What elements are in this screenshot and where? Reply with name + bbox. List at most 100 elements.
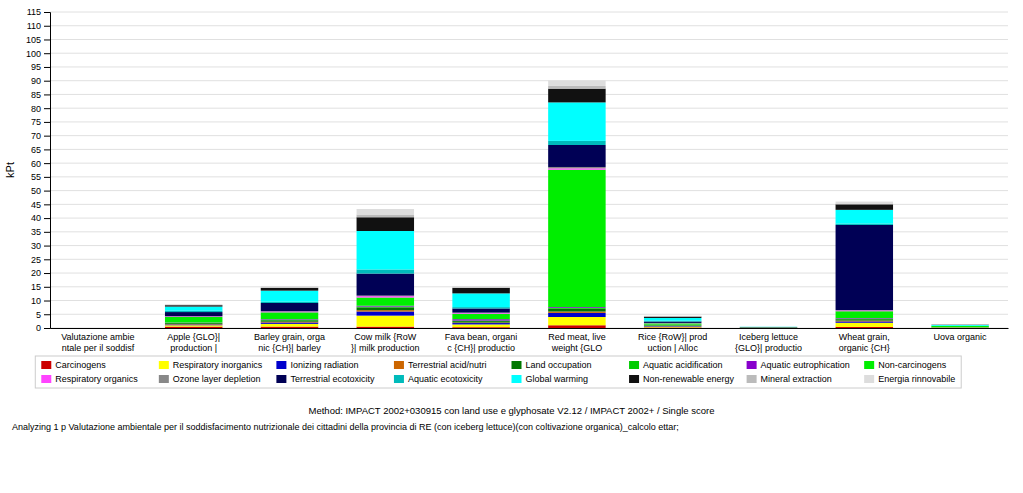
tick: 50 — [31, 186, 50, 196]
legend-item: Non-renewable energy — [629, 374, 735, 384]
bar-segment — [644, 323, 701, 324]
bar-segment — [452, 324, 509, 327]
bar-segment — [69, 328, 126, 329]
tick: Valutazione ambientale per il soddisf — [61, 328, 134, 353]
legend-swatch — [512, 375, 522, 383]
bar-segment — [165, 327, 222, 328]
bar-segment — [836, 319, 893, 320]
tick-label: 10 — [31, 296, 41, 306]
tick: Wheat grain,organic {CH} — [839, 328, 890, 353]
bar-segment — [165, 305, 222, 306]
tick-label: 45 — [31, 200, 41, 210]
series — [165, 170, 989, 328]
plot: 0510152025303540455055606570758085909510… — [26, 7, 1009, 352]
legend-label: Mineral extraction — [761, 374, 832, 384]
bar-segment — [69, 328, 126, 329]
bar-segment — [740, 327, 797, 328]
annotation: Analyzing 1 p Valutazione ambientale per… — [12, 422, 679, 432]
bar-segment — [165, 325, 222, 326]
tick-mark — [44, 122, 50, 123]
legend-label: Non-carcinogens — [878, 360, 947, 370]
bar-segment — [740, 326, 797, 327]
legend-frame — [35, 356, 961, 388]
bar-segment — [740, 327, 797, 328]
series — [165, 86, 893, 317]
bar-segment — [548, 168, 605, 169]
legend-swatch — [41, 375, 51, 383]
tick: 25 — [31, 255, 50, 265]
grid-line — [50, 94, 1008, 95]
tick: 35 — [31, 227, 50, 237]
y-axis: 0510152025303540455055606570758085909510… — [26, 7, 51, 333]
tick: 30 — [31, 241, 50, 251]
bar-segment — [452, 323, 509, 324]
bar-segment — [740, 327, 797, 328]
legend-item: Land occupation — [512, 360, 592, 370]
legend-label: Carcinogens — [55, 360, 106, 370]
series — [165, 145, 893, 327]
legend-swatch — [394, 375, 404, 383]
series — [165, 312, 989, 328]
x-axis: Valutazione ambientale per il soddisfApp… — [51, 328, 1009, 353]
legend-label: Energia rinnovabile — [878, 374, 955, 384]
tick-label: 30 — [31, 241, 41, 251]
bar-segment — [931, 327, 988, 328]
bar-segment — [548, 317, 605, 325]
axis-title: kPt — [4, 162, 16, 178]
tick-label: 95 — [31, 62, 41, 72]
bar-segment — [644, 315, 701, 317]
bar-segment — [548, 170, 605, 307]
legend-item: Terrestrial ecotoxicity — [276, 374, 375, 384]
bar-segment — [165, 312, 222, 316]
legend-label: Non-renewable energy — [643, 374, 735, 384]
tick-label: Wheat grain,organic {CH} — [839, 332, 890, 352]
bar-segment — [931, 325, 988, 326]
grid — [50, 12, 1008, 328]
bar-segment — [357, 209, 414, 214]
tick: 5 — [36, 310, 50, 320]
bar-segment — [836, 323, 893, 327]
tick: 65 — [31, 145, 50, 155]
bar-segment — [740, 327, 797, 328]
bar-segment — [452, 288, 509, 293]
series — [165, 167, 893, 323]
bar-segment — [357, 274, 414, 296]
tick-mark — [44, 149, 50, 150]
legend-item: Respiratory inorganics — [159, 360, 263, 370]
legend-label: Respiratory inorganics — [173, 360, 263, 370]
tick-label: 80 — [31, 104, 41, 114]
bar-segment — [357, 296, 414, 297]
tick: 80 — [31, 104, 50, 114]
grid-line — [50, 39, 1008, 40]
legend-swatch — [159, 375, 169, 383]
legend-swatch — [629, 361, 639, 369]
bar-segment — [357, 217, 414, 231]
bar-segment — [261, 319, 318, 321]
bar-segment — [740, 327, 797, 328]
bar-segment — [548, 141, 605, 145]
tick: Uova organic — [934, 328, 988, 342]
bar-segment — [836, 204, 893, 209]
tick: Red meat, liveweight {GLO — [548, 328, 606, 353]
bar-segment — [931, 327, 988, 328]
tick-label: 85 — [31, 90, 41, 100]
bar-segment — [69, 328, 126, 329]
bar-segment — [69, 328, 126, 329]
tick: 90 — [31, 76, 50, 86]
tick-mark — [44, 81, 50, 82]
bar-segment — [644, 326, 701, 328]
bar-segment — [644, 317, 701, 318]
bar-segment — [548, 86, 605, 89]
bar-segment — [644, 322, 701, 323]
bar-segment — [931, 324, 988, 325]
bar-segment — [452, 307, 509, 308]
tick: 40 — [31, 213, 50, 223]
tick: 0 — [36, 323, 50, 333]
tick-mark — [44, 273, 50, 274]
bar-segment — [644, 325, 701, 327]
bar-segment — [644, 316, 701, 317]
bar-segment — [452, 287, 509, 289]
tick-label: Red meat, liveweight {GLO — [548, 332, 606, 352]
bar-segment — [644, 326, 701, 328]
bar-segment — [931, 327, 988, 328]
